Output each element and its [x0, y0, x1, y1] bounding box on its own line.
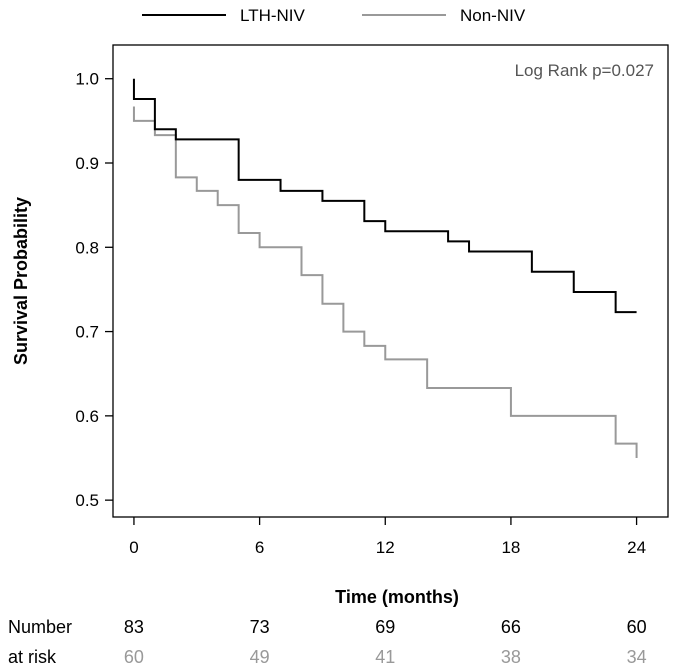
survival-curve-non-niv [132, 106, 638, 458]
risk-table: Number at risk 83 73 69 66 60 60 49 41 38 34 [8, 617, 647, 667]
risk-value-lth-niv: 60 [627, 617, 647, 637]
x-axis-title: Time (months) [335, 587, 459, 607]
legend-label-non-niv: Non-NIV [460, 6, 526, 25]
x-tick-label: 18 [501, 538, 520, 557]
log-rank-annotation: Log Rank p=0.027 [515, 61, 654, 80]
x-axis-ticks: 0 6 12 18 24 [129, 517, 646, 557]
risk-value-non-niv: 49 [250, 647, 270, 667]
y-axis-ticks: 0.5 0.6 0.7 0.8 0.9 1.0 [75, 70, 113, 510]
y-axis-title: Survival Probability [11, 197, 31, 365]
risk-value-non-niv: 38 [501, 647, 521, 667]
risk-value-lth-niv: 66 [501, 617, 521, 637]
risk-value-non-niv: 34 [627, 647, 647, 667]
y-tick-label: 0.7 [75, 323, 99, 342]
legend-label-lth-niv: LTH-NIV [240, 6, 306, 25]
risk-table-header-line1: Number [8, 617, 72, 637]
risk-value-lth-niv: 73 [250, 617, 270, 637]
x-tick-label: 6 [255, 538, 264, 557]
y-tick-label: 0.8 [75, 238, 99, 257]
risk-value-non-niv: 60 [124, 647, 144, 667]
y-tick-label: 1.0 [75, 70, 99, 89]
survival-curve-lth-niv [132, 78, 637, 314]
x-tick-label: 0 [129, 538, 138, 557]
x-tick-label: 24 [627, 538, 646, 557]
y-tick-label: 0.9 [75, 154, 99, 173]
survival-curves [132, 78, 638, 458]
y-tick-label: 0.6 [75, 407, 99, 426]
plot-frame [112, 44, 669, 518]
risk-table-values: 83 73 69 66 60 60 49 41 38 34 [124, 617, 647, 667]
x-tick-label: 12 [376, 538, 395, 557]
risk-value-lth-niv: 83 [124, 617, 144, 637]
risk-table-header-line2: at risk [8, 647, 57, 667]
risk-value-lth-niv: 69 [375, 617, 395, 637]
risk-value-non-niv: 41 [375, 647, 395, 667]
legend: LTH-NIV Non-NIV [142, 6, 526, 25]
y-tick-label: 0.5 [75, 491, 99, 510]
